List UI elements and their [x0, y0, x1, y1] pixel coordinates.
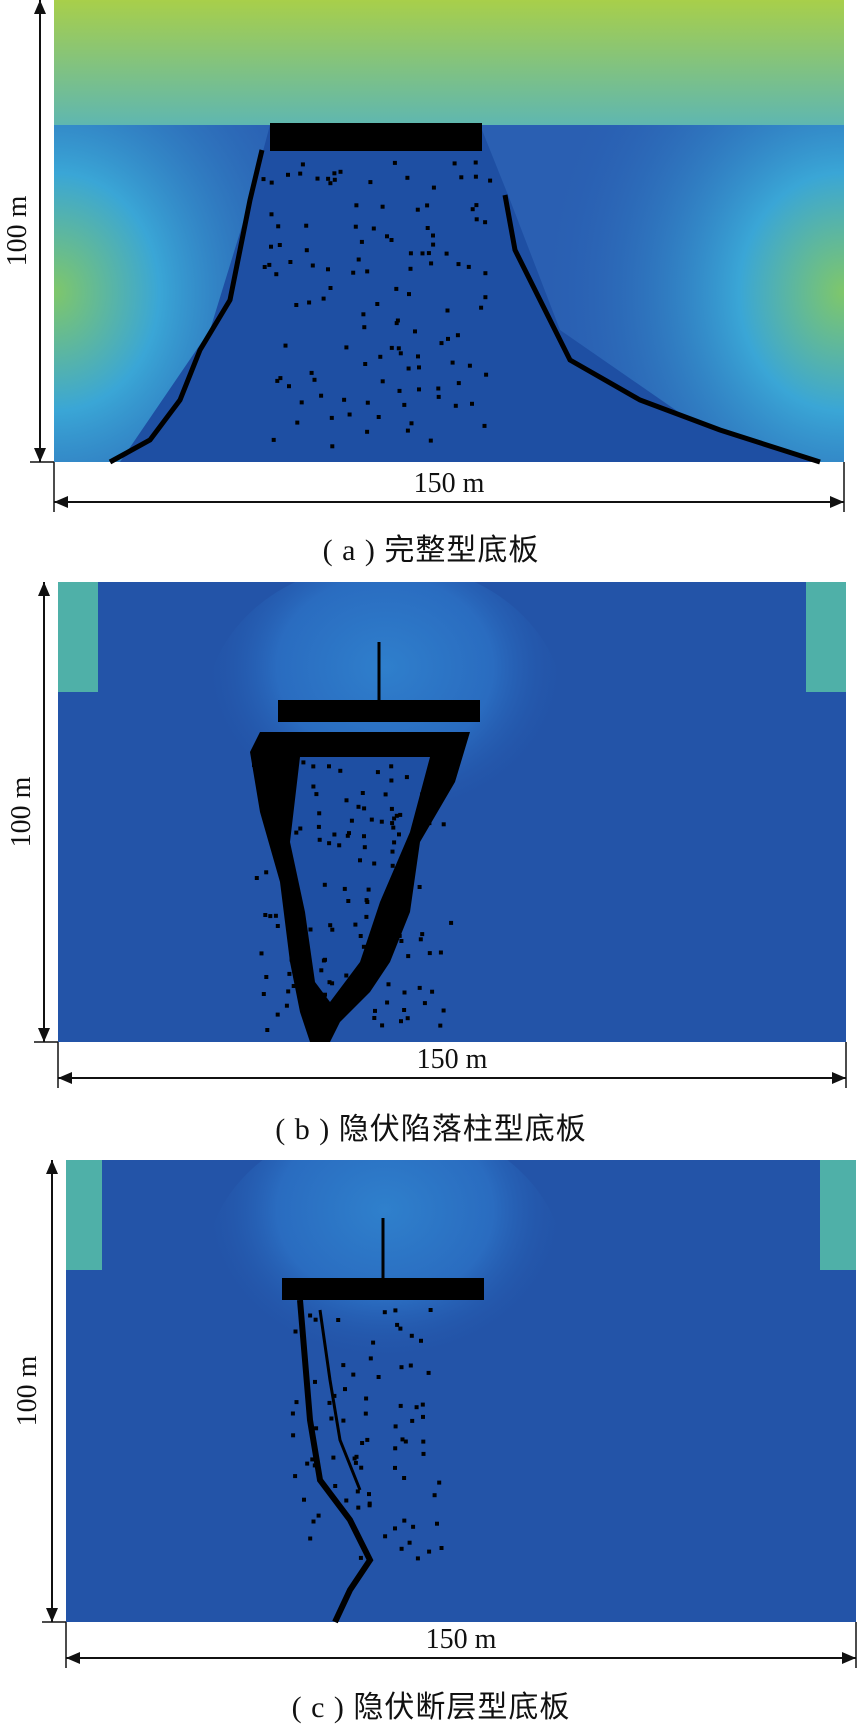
panel-a-upper-zone [54, 0, 844, 125]
panel-a-working-face [270, 123, 482, 151]
panel-b: 100 m 150 m ( b ) 隐伏陷落柱型底板 [0, 582, 862, 1146]
panel-c: 100 m 150 m ( c ) 隐伏断层型底板 [0, 1160, 862, 1724]
panel-c-working-face [282, 1278, 484, 1300]
panel-c-figure: 100 m 150 m [12, 1160, 857, 1668]
panel-a-failure-zone [120, 125, 820, 462]
panel-c-width-label: 150 m [426, 1624, 497, 1655]
panel-b-width-label: 150 m [417, 1044, 488, 1075]
panel-a-left-crack [108, 149, 265, 465]
panel-a: 100 m 150 m ( a ) 完整型底板 [0, 0, 862, 567]
panel-a-caption: ( a ) 完整型底板 [322, 534, 540, 567]
panel-a-height-label: 100 m [2, 195, 33, 266]
panel-c-height-label: 100 m [12, 1355, 43, 1426]
panel-a-width-label: 150 m [414, 468, 485, 499]
panel-b-working-face [278, 700, 480, 722]
panel-b-figure: 100 m 150 m [6, 582, 847, 1088]
panel-a-figure: 100 m 150 m [2, 0, 845, 512]
panel-b-caption: ( b ) 隐伏陷落柱型底板 [275, 1113, 587, 1146]
panel-c-caption: ( c ) 隐伏断层型底板 [291, 1691, 571, 1724]
panel-a-right-crack [502, 194, 821, 465]
panel-b-height-label: 100 m [6, 776, 37, 847]
